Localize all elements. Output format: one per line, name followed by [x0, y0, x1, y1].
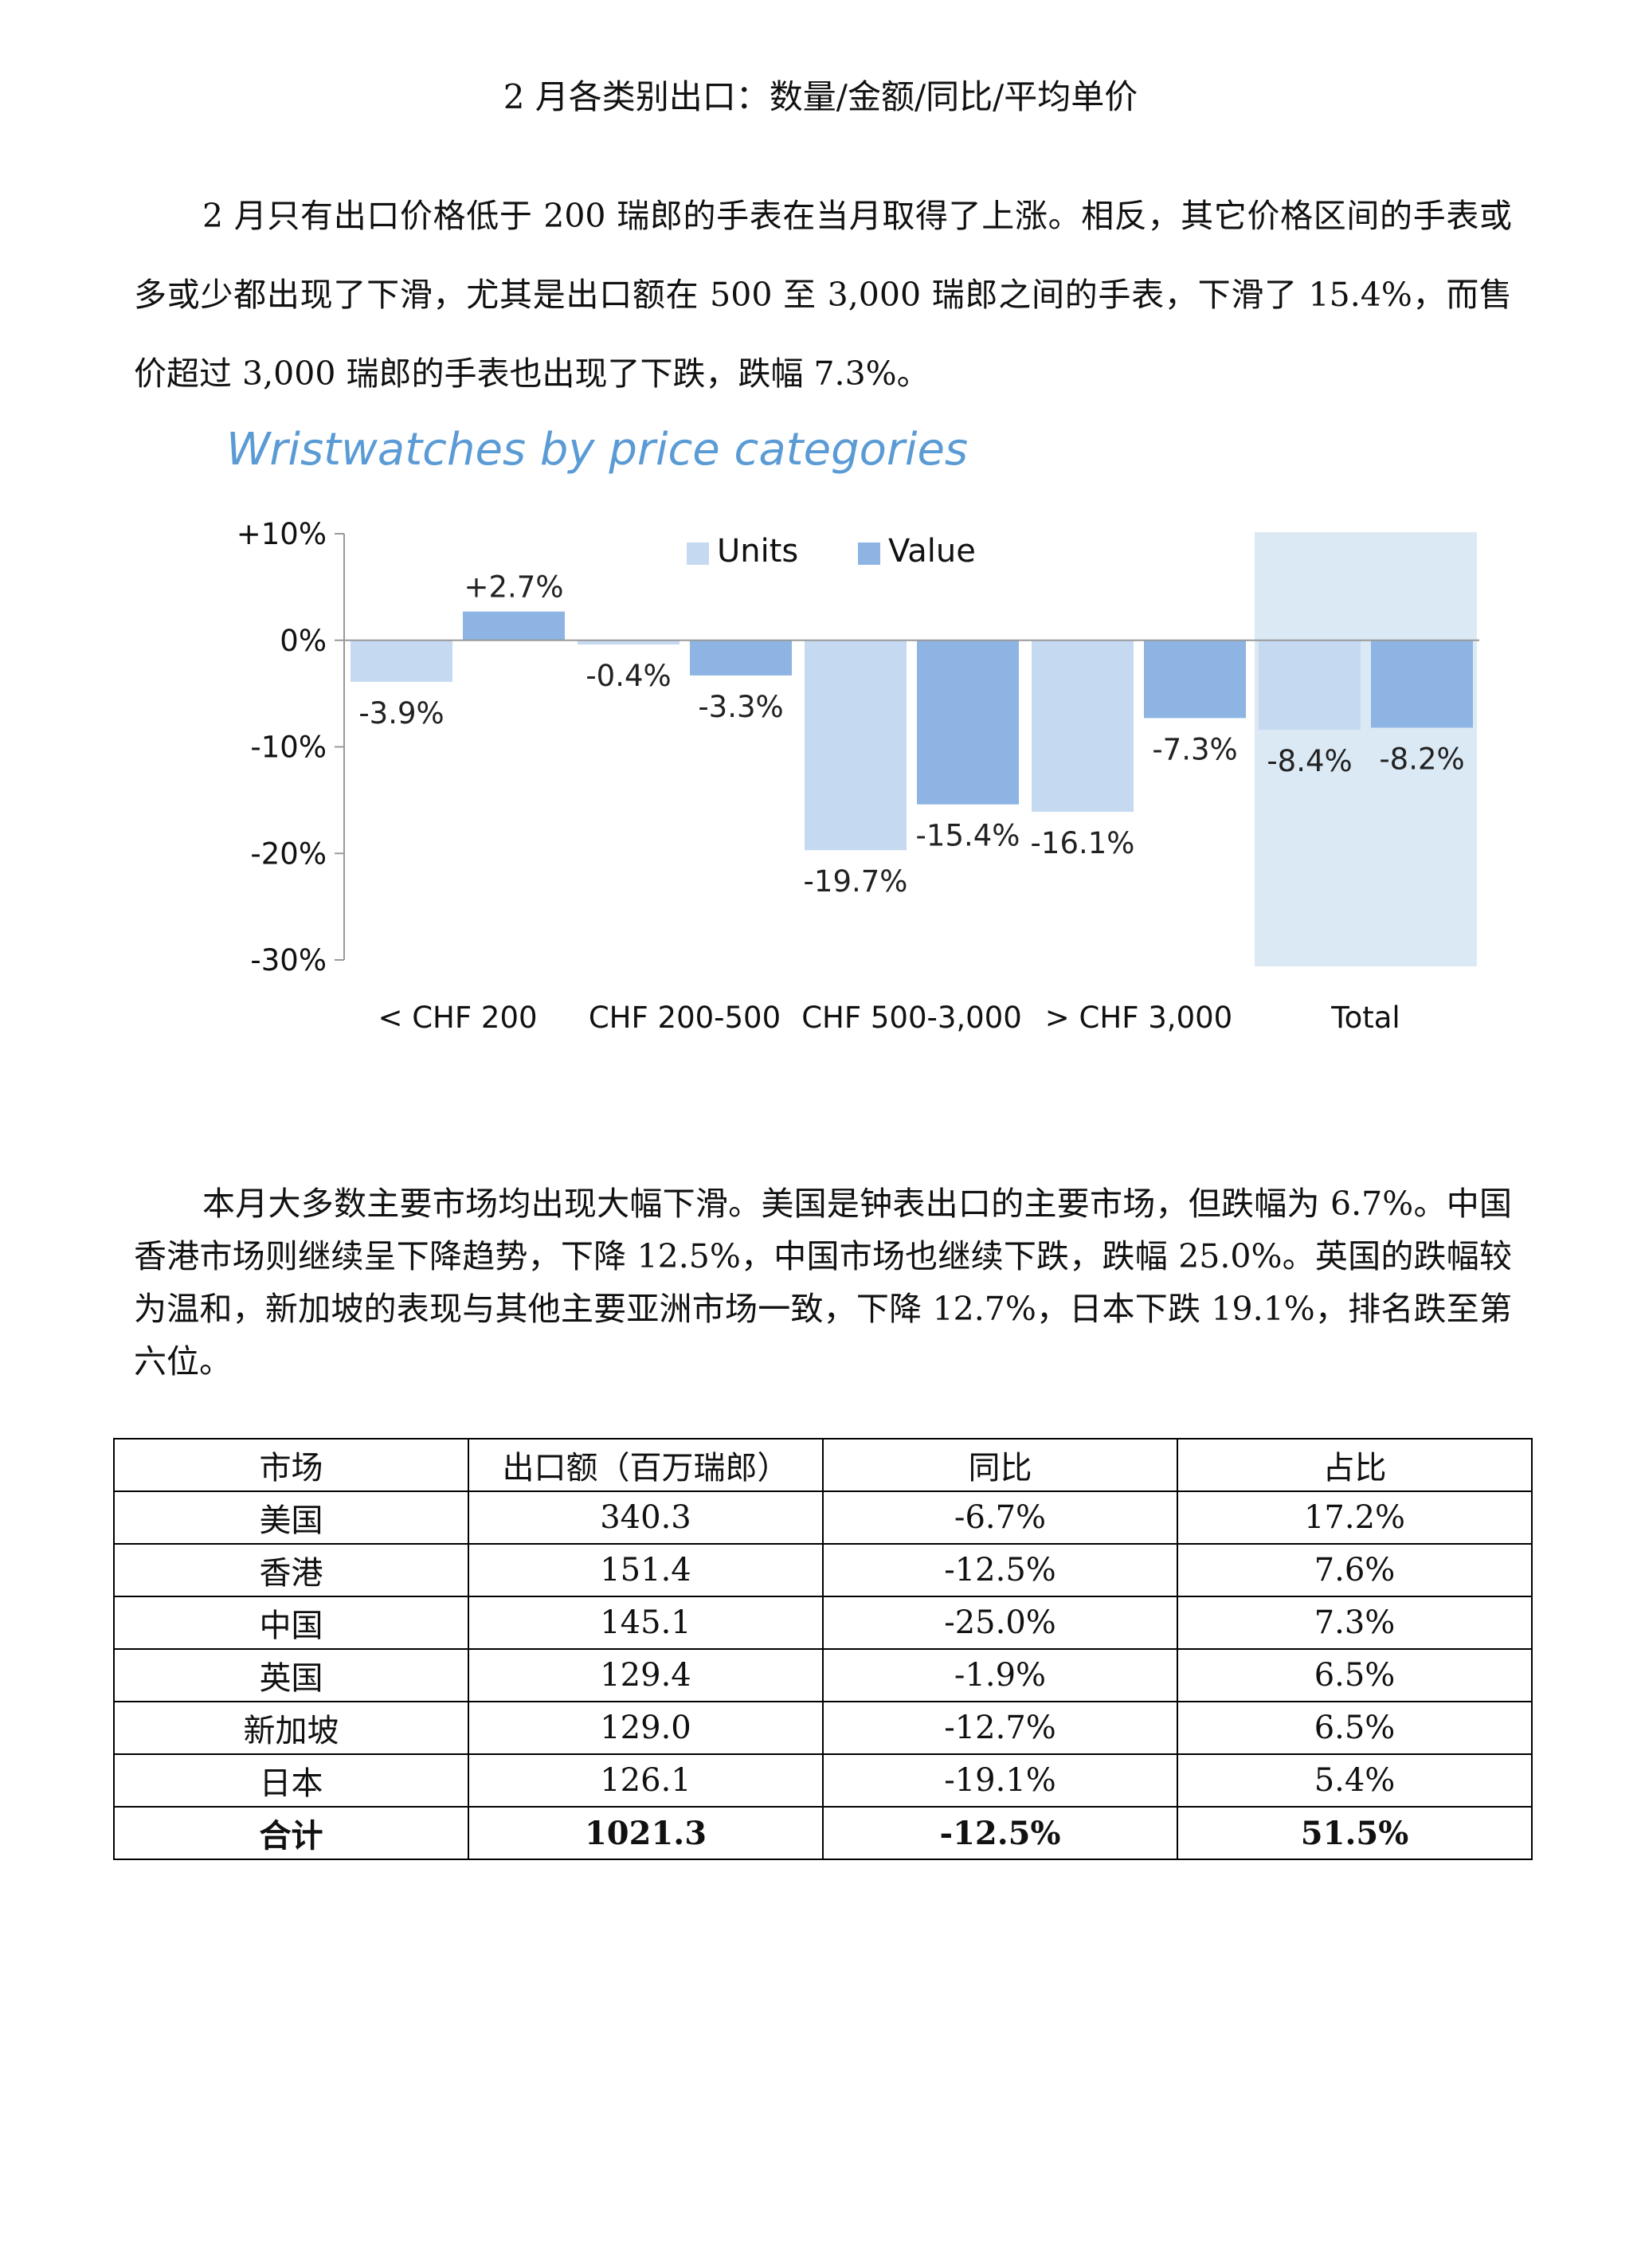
- x-category-label: Total: [1330, 1001, 1400, 1035]
- data-label-units: -0.4%: [586, 659, 671, 693]
- cell-market: 美国: [113, 1490, 469, 1545]
- y-tick-label: 0%: [280, 624, 327, 658]
- cell-yoy: -12.7%: [822, 1701, 1178, 1755]
- cell-market: 日本: [113, 1753, 469, 1808]
- cell-export-value: 126.1: [468, 1753, 824, 1808]
- table-row: 美国 340.3 -6.7% 17.2%: [113, 1490, 1533, 1545]
- cell-market: 中国: [113, 1596, 469, 1650]
- y-tick-label: -30%: [250, 943, 327, 977]
- bar-value: [1371, 640, 1473, 728]
- table-row: 香港 151.4 -12.5% 7.6%: [113, 1543, 1533, 1597]
- bar-units: [805, 640, 907, 851]
- chart-svg: Wristwatches by price categories +10% 0% -…: [226, 426, 1479, 1035]
- data-label-units: -8.4%: [1267, 744, 1352, 778]
- data-label-units: -3.9%: [358, 696, 444, 731]
- cell-share: 7.6%: [1177, 1543, 1533, 1597]
- data-label-value: -7.3%: [1152, 732, 1237, 766]
- data-label-value: -8.2%: [1379, 742, 1464, 776]
- cell-share: 17.2%: [1177, 1490, 1533, 1545]
- cell-export-value: 151.4: [468, 1543, 824, 1597]
- cell-export-value: 129.0: [468, 1701, 824, 1755]
- cell-total-label: 合计: [113, 1806, 469, 1860]
- data-label-value: +2.7%: [464, 570, 563, 605]
- total-highlight-band: [1255, 532, 1477, 966]
- x-category-label: < CHF 200: [378, 1001, 537, 1035]
- bar-value: [463, 611, 565, 640]
- market-table: 市场 出口额（百万瑞郎） 同比 占比 美国 340.3 -6.7% 17.2% …: [113, 1438, 1533, 1860]
- bar-value: [690, 640, 792, 676]
- y-tick-label: -20%: [250, 836, 327, 871]
- bar-units: [578, 640, 680, 645]
- cell-share: 6.5%: [1177, 1648, 1533, 1702]
- y-tick-label: -10%: [250, 731, 327, 765]
- bar-units: [1259, 640, 1361, 731]
- bar-units: [351, 640, 452, 682]
- table-total-row: 合计 1021.3 -12.5% 51.5%: [113, 1806, 1533, 1860]
- cell-market: 英国: [113, 1648, 469, 1702]
- cell-share: 7.3%: [1177, 1596, 1533, 1650]
- x-category-label: > CHF 3,000: [1045, 1001, 1232, 1035]
- legend-label-units: Units: [717, 533, 798, 570]
- data-label-value: -3.3%: [698, 690, 783, 724]
- table-header-row: 市场 出口额（百万瑞郎） 同比 占比: [113, 1438, 1533, 1492]
- table-row: 新加坡 129.0 -12.7% 6.5%: [113, 1701, 1533, 1755]
- bar-value: [917, 640, 1019, 805]
- header-market: 市场: [113, 1438, 469, 1492]
- cell-export-value: 145.1: [468, 1596, 824, 1650]
- x-category-label: CHF 500-3,000: [801, 1001, 1022, 1035]
- bar-units: [1032, 640, 1134, 813]
- cell-yoy: -1.9%: [822, 1648, 1178, 1702]
- chart-title: Wristwatches by price categories: [226, 426, 968, 476]
- cell-yoy: -6.7%: [822, 1490, 1178, 1545]
- cell-yoy: -25.0%: [822, 1596, 1178, 1650]
- cell-total-export-value: 1021.3: [468, 1806, 824, 1860]
- cell-total-share: 51.5%: [1177, 1806, 1533, 1860]
- wristwatch-price-chart: Wristwatches by price categories +10% 0% -…: [209, 426, 1499, 1063]
- data-label-units: -19.7%: [804, 864, 908, 899]
- header-yoy: 同比: [822, 1438, 1178, 1492]
- cell-yoy: -19.1%: [822, 1753, 1178, 1808]
- cell-export-value: 340.3: [468, 1490, 824, 1545]
- legend-label-value: Value: [888, 533, 976, 570]
- paragraph-price-categories: 2 月只有出口价格低于 200 瑞郎的手表在当月取得了上涨。相反，其它价格区间的…: [134, 197, 1512, 393]
- table-row: 日本 126.1 -19.1% 5.4%: [113, 1753, 1533, 1808]
- data-label-units: -16.1%: [1031, 826, 1135, 860]
- x-category-label: CHF 200-500: [589, 1001, 781, 1035]
- legend-swatch-value: [858, 543, 880, 565]
- bar-value: [1144, 640, 1246, 719]
- data-label-value: -15.4%: [916, 819, 1020, 853]
- table-row: 中国 145.1 -25.0% 7.3%: [113, 1596, 1533, 1650]
- cell-share: 6.5%: [1177, 1701, 1533, 1755]
- cell-market: 新加坡: [113, 1701, 469, 1755]
- legend-swatch-units: [687, 543, 709, 565]
- table-row: 英国 129.4 -1.9% 6.5%: [113, 1648, 1533, 1702]
- paragraph-markets: 本月大多数主要市场均出现大幅下滑。美国是钟表出口的主要市场，但跌幅为 6.7%。…: [134, 1185, 1512, 1381]
- cell-export-value: 129.4: [468, 1648, 824, 1702]
- cell-yoy: -12.5%: [822, 1543, 1178, 1597]
- section-heading: 2 月各类别出口：数量/金额/同比/平均单价: [503, 77, 1138, 116]
- header-export-value: 出口额（百万瑞郎）: [468, 1438, 824, 1492]
- y-tick-label: +10%: [237, 517, 327, 551]
- cell-market: 香港: [113, 1543, 469, 1597]
- header-share: 占比: [1177, 1438, 1533, 1492]
- cell-share: 5.4%: [1177, 1753, 1533, 1808]
- cell-total-yoy: -12.5%: [822, 1806, 1178, 1860]
